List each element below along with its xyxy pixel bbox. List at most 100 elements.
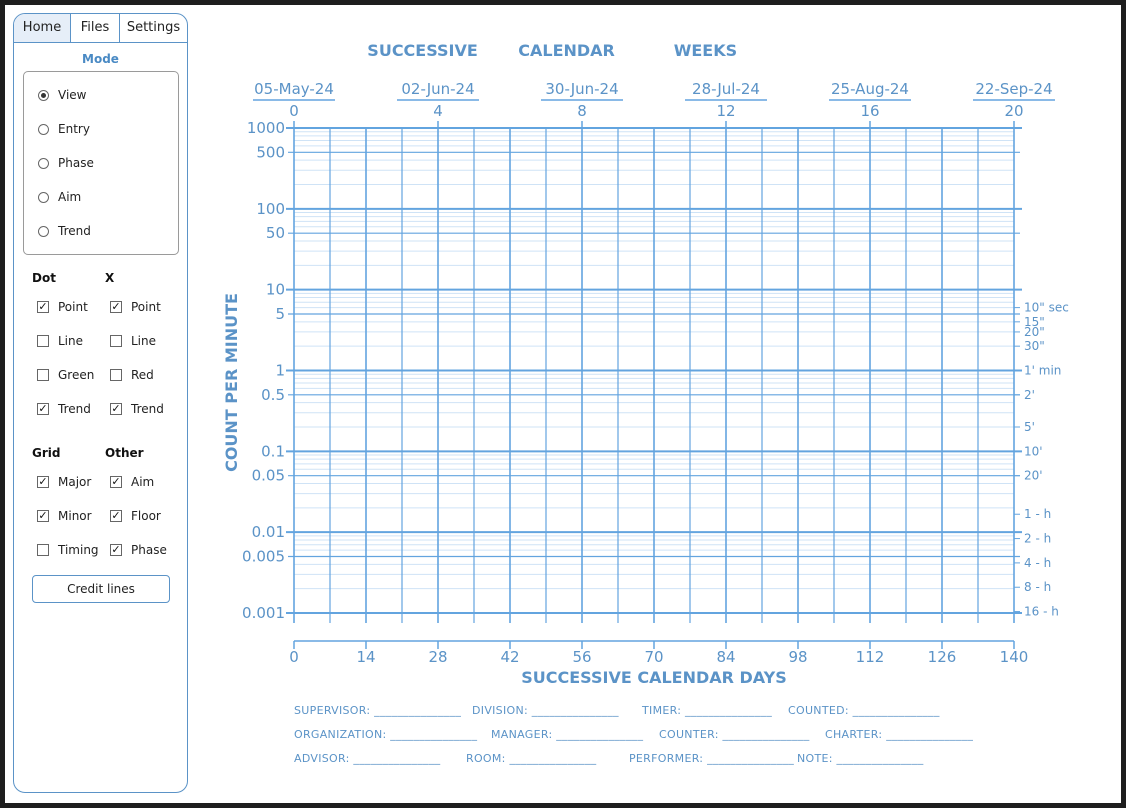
form-manager: MANAGER: _______________ [491,728,644,741]
form-timer: TIMER: _______________ [642,704,773,717]
other-floor-checkbox[interactable]: ✓ Floor [110,506,161,526]
timing-label: 20" [1024,325,1045,339]
timing-label: 16 - h [1024,605,1059,619]
checkbox[interactable]: ✓ [37,402,49,415]
x-tick-label: 98 [788,648,807,666]
timing-label: 2 - h [1024,532,1051,546]
mode-group: View Entry Phase Aim Trend [23,71,179,255]
mode-option-phase[interactable]: Phase [38,153,94,173]
checkbox[interactable]: ✓ [110,543,122,556]
checkbox[interactable]: ✓ [37,509,49,522]
grid-minor-checkbox[interactable]: ✓ Minor [37,506,92,526]
control-panel: Home Files Settings Mode View Entry Phas… [13,13,188,793]
y-tick-label: 0.005 [242,547,285,565]
radio-button[interactable] [38,157,49,169]
form-organization: ORGANIZATION: _______________ [294,728,478,741]
x-tick-label: 70 [644,648,663,666]
radio-button[interactable] [38,123,49,135]
mode-option-entry[interactable]: Entry [38,119,90,139]
x-tick-label: 56 [572,648,591,666]
form-advisor: ADVISOR: _______________ [294,752,441,765]
mode-option-label: Entry [58,122,90,136]
checkbox-label: Line [58,334,84,348]
radio-button[interactable] [38,191,49,203]
dot-trend-checkbox[interactable]: ✓ Trend [37,399,91,419]
date-label: 02-Jun-24 [401,80,474,98]
x-trend-checkbox[interactable]: ✓ Trend [110,399,164,419]
app-window: Home Files Settings Mode View Entry Phas… [5,5,1121,803]
date-label: 30-Jun-24 [545,80,618,98]
checkbox[interactable]: ✓ [110,475,122,488]
top-title-word: WEEKS [674,41,737,60]
tab-files[interactable]: Files [71,14,120,42]
grid-major-checkbox[interactable]: ✓ Major [37,472,91,492]
x-tick-label: 42 [500,648,519,666]
y-tick-label: 0.01 [252,523,285,541]
x-tick-label: 0 [289,648,299,666]
y-tick-label: 1000 [247,119,285,137]
radio-button[interactable] [38,89,49,101]
timing-label: 1 - h [1024,507,1051,521]
y-tick-label: 10 [266,281,285,299]
form-counted: COUNTED: _______________ [788,704,940,717]
timing-label: 15" [1024,315,1045,329]
credit-lines-button[interactable]: Credit lines [32,575,170,603]
other-aim-checkbox[interactable]: ✓ Aim [110,472,154,492]
x-tick-label: 140 [1000,648,1029,666]
timing-label: 20' [1024,469,1043,483]
x-tick-label: 84 [716,648,735,666]
timing-label: 4 - h [1024,556,1051,570]
checkbox[interactable]: ✓ [110,509,122,522]
x-tick-label: 14 [356,648,375,666]
checkbox[interactable] [110,369,122,381]
form-charter: CHARTER: _______________ [825,728,974,741]
checkbox[interactable]: ✓ [110,300,122,313]
checkbox[interactable] [37,369,49,381]
timing-label: 30" [1024,339,1045,353]
mode-option-label: Phase [58,156,94,170]
grid-timing-checkbox[interactable]: Timing [37,540,99,560]
checkbox[interactable]: ✓ [110,402,122,415]
other-phase-checkbox[interactable]: ✓ Phase [110,540,167,560]
date-label: 25-Aug-24 [831,80,909,98]
dot-point-checkbox[interactable]: ✓ Point [37,297,88,317]
checkbox[interactable] [110,335,122,347]
x-red-checkbox[interactable]: Red [110,365,154,385]
form-counter: COUNTER: _______________ [659,728,810,741]
x-tick-label: 126 [928,648,957,666]
form-division: DIVISION: _______________ [472,704,619,717]
checkbox[interactable]: ✓ [37,475,49,488]
dot-green-checkbox[interactable]: Green [37,365,94,385]
y-tick-label: 5 [275,305,285,323]
week-tick-label: 20 [1004,102,1023,120]
checkbox-label: Trend [58,402,91,416]
other-group-title: Other [105,446,144,460]
checkbox-label: Line [131,334,157,348]
dot-line-checkbox[interactable]: Line [37,331,83,351]
checkbox[interactable]: ✓ [37,300,49,313]
tab-settings[interactable]: Settings [126,20,181,35]
top-title-word: SUCCESSIVE [367,41,478,60]
mode-option-label: Trend [58,224,91,238]
checkbox[interactable] [37,335,49,347]
mode-option-trend[interactable]: Trend [38,221,91,241]
checkbox-label: Point [58,300,88,314]
tab-bar: Home Files Settings [14,14,187,43]
x-point-checkbox[interactable]: ✓ Point [110,297,161,317]
week-tick-label: 0 [289,102,299,120]
x-line-checkbox[interactable]: Line [110,331,156,351]
form-supervisor: SUPERVISOR: _______________ [294,704,462,717]
y-tick-label: 500 [256,143,285,161]
checkbox-label: Red [131,368,154,382]
x-axis-label: SUCCESSIVE CALENDAR DAYS [521,668,787,687]
checkbox-label: Floor [131,509,161,523]
mode-option-aim[interactable]: Aim [38,187,81,207]
week-tick-label: 8 [577,102,587,120]
date-label: 28-Jul-24 [692,80,760,98]
checkbox[interactable] [37,544,49,556]
radio-button[interactable] [38,225,49,237]
tab-home[interactable]: Home [14,14,71,42]
mode-option-view[interactable]: View [38,85,86,105]
y-tick-label: 0.5 [261,386,285,404]
